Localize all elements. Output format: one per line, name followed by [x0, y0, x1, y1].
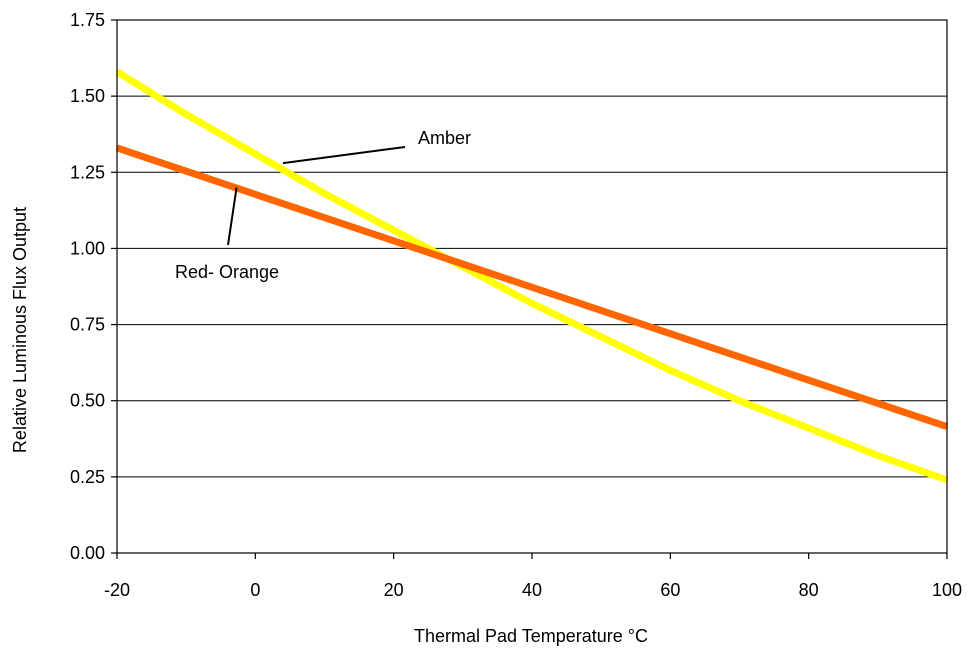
x-tick-label-0: -20: [104, 580, 130, 600]
axes: [111, 19, 948, 559]
y-tick-label-4: 1.00: [70, 238, 105, 258]
series-line-1: [115, 144, 949, 430]
y-tick-label-5: 1.25: [70, 162, 105, 182]
x-tick-label-1: 0: [250, 580, 260, 600]
y-tick-label-3: 0.75: [70, 315, 105, 335]
annotation-label-red-orange: Red- Orange: [175, 262, 279, 282]
x-tick-label-4: 60: [660, 580, 680, 600]
series-line-0: [115, 68, 949, 484]
y-tick-label-0: 0.00: [70, 543, 105, 563]
x-tick-label-5: 80: [799, 580, 819, 600]
series-lines: [115, 68, 949, 484]
y-tick-label-7: 1.75: [70, 10, 105, 30]
annotation-leader-red-orange: [227, 187, 238, 246]
annotation-leader-amber: [282, 146, 406, 165]
x-axis-title: Thermal Pad Temperature °C: [414, 626, 648, 646]
x-tick-label-3: 40: [522, 580, 542, 600]
gridlines: [117, 95, 947, 478]
tick-labels: 0.00 0.25 0.50 0.75 1.00 1.25 1.50 1.75 -20 0 20 40…: [70, 10, 962, 600]
y-tick-label-2: 0.50: [70, 391, 105, 411]
x-tick-label-2: 20: [384, 580, 404, 600]
y-tick-label-1: 0.25: [70, 467, 105, 487]
y-tick-label-6: 1.50: [70, 86, 105, 106]
y-axis-title: Relative Luminous Flux Output: [10, 207, 30, 453]
annotation-label-amber: Amber: [418, 128, 471, 148]
x-tick-label-6: 100: [932, 580, 962, 600]
annotations: Amber Red- Orange: [175, 128, 471, 282]
